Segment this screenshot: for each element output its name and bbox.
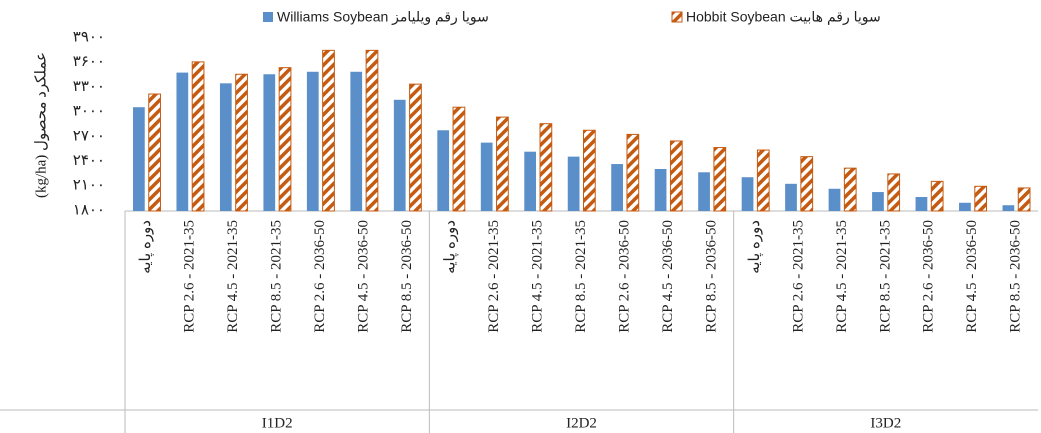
legend-swatch — [671, 11, 683, 23]
x-tick-label: RCP 2.6 - 2036-50 — [921, 220, 937, 333]
bar — [365, 49, 379, 212]
bar — [496, 116, 509, 212]
bar — [915, 196, 928, 211]
bar — [785, 183, 797, 211]
bar — [148, 93, 161, 212]
x-tick-label: RCP 8.5 - 2021-35 — [269, 220, 285, 333]
bar — [626, 133, 640, 212]
y-tick-label: ۳۳۰۰ — [73, 79, 105, 95]
bar — [828, 188, 841, 211]
bar — [452, 106, 466, 212]
x-tick-label: RCP 2.6 - 2021-35 — [790, 220, 806, 333]
y-tick-label: ۲۷۰۰ — [73, 128, 105, 144]
bar — [756, 149, 770, 212]
bar — [1017, 187, 1031, 212]
x-tick-label: RCP 2.6 - 2036-50 — [616, 220, 632, 333]
bar — [872, 192, 884, 211]
x-tick-label: دوره پایه — [443, 220, 459, 274]
bar — [539, 123, 553, 212]
group-label: I3D2 — [870, 415, 901, 431]
y-tick-label: ۳۰۰۰ — [73, 104, 105, 120]
bar — [741, 177, 754, 211]
x-tick-label: RCP 4.5 - 2036-50 — [964, 220, 980, 333]
bar — [322, 49, 335, 212]
legend-swatch — [263, 12, 273, 22]
bar — [235, 73, 248, 212]
x-tick-label: RCP 4.5 - 2036-50 — [660, 220, 676, 333]
legend: Williams Soybean سویا رقم ویلیامز Hobbit … — [263, 9, 881, 26]
x-tick-label: RCP 8.5 - 2036-50 — [703, 220, 719, 333]
bar — [887, 173, 901, 212]
legend-label: Williams Soybean سویا رقم ویلیامز — [277, 9, 489, 26]
x-tick-label: RCP 8.5 - 2021-35 — [573, 220, 589, 333]
y-tick-label: ۲۱۰۰ — [73, 178, 105, 194]
bar — [278, 67, 292, 212]
x-tick-label: RCP 4.5 - 2021-35 — [834, 220, 850, 333]
x-tick-label: RCP 2.6 - 2021-35 — [182, 220, 198, 333]
x-tick-label: RCP 4.5 - 2021-35 — [529, 220, 545, 333]
x-tick-label: RCP 2.6 - 2036-50 — [312, 220, 328, 333]
x-tick-label: RCP 8.5 - 2021-35 — [877, 220, 893, 333]
x-tick-label: RCP 4.5 - 2021-35 — [225, 220, 241, 333]
bar — [843, 167, 857, 212]
x-tick-label: RCP 2.6 - 2021-35 — [486, 220, 502, 333]
y-tick-label: ۲۴۰۰ — [73, 153, 105, 169]
y-axis-label: عملکرد محصول (kg/ha) — [33, 52, 49, 198]
legend-label: Hobbit Soybean سویا رقم هابیت — [686, 9, 881, 26]
bar — [176, 72, 189, 211]
y-tick-label: ۳۹۰۰ — [73, 29, 105, 45]
bar — [191, 61, 205, 212]
x-tick-label: دوره پایه — [138, 220, 154, 274]
bar — [132, 107, 145, 211]
bar — [669, 140, 683, 212]
bar — [611, 164, 623, 211]
group-label: I1D2 — [262, 415, 293, 431]
bar — [1002, 205, 1015, 211]
bar — [480, 142, 493, 211]
x-tick-label: دوره پایه — [747, 220, 763, 274]
bar — [698, 172, 710, 211]
x-tick-label: RCP 4.5 - 2036-50 — [356, 220, 372, 333]
bar — [263, 74, 276, 211]
bar — [959, 202, 971, 211]
bar — [219, 83, 232, 211]
group-label: I2D2 — [566, 415, 597, 431]
bar — [930, 180, 944, 212]
bar — [800, 156, 814, 212]
x-tick-label: RCP 8.5 - 2036-50 — [1008, 220, 1024, 333]
bar — [524, 151, 537, 211]
x-tick-label: RCP 8.5 - 2036-50 — [399, 220, 415, 333]
bar — [393, 99, 406, 211]
bar — [567, 156, 580, 211]
bar — [437, 130, 450, 211]
bar — [713, 147, 727, 212]
bar — [654, 168, 667, 211]
y-tick-label: ۳۶۰۰ — [73, 54, 105, 70]
y-tick-label: ۱۸۰۰ — [73, 202, 105, 218]
bar — [409, 83, 422, 212]
bar — [583, 129, 596, 212]
bar — [306, 71, 319, 212]
bar — [350, 71, 363, 212]
bar — [974, 185, 988, 212]
